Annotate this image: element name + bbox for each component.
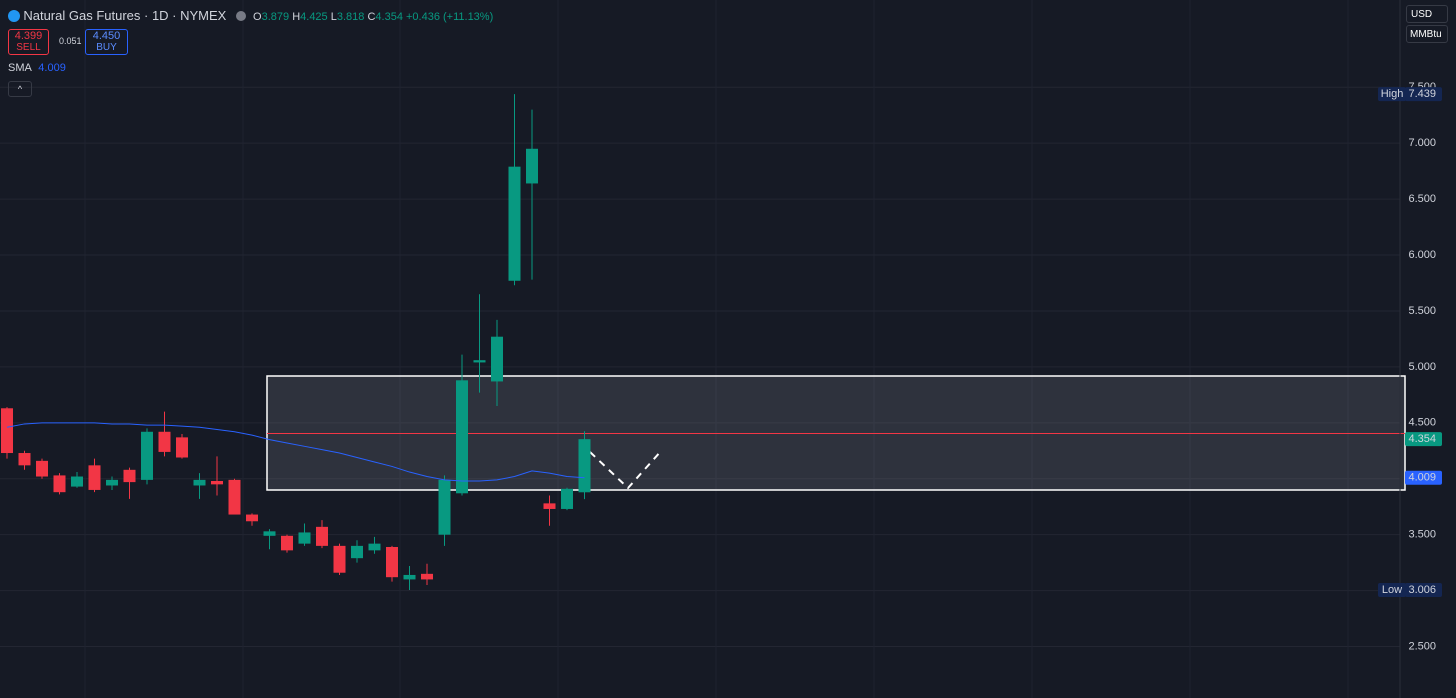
status-icon xyxy=(235,11,246,21)
candle-body xyxy=(421,573,433,580)
l-value: 3.818 xyxy=(336,11,365,23)
unit: MMBtu xyxy=(1410,29,1442,40)
y-tick-label: 7.000 xyxy=(1408,137,1436,149)
collapse-button[interactable]: ^ xyxy=(8,81,32,97)
sma-value: 4.009 xyxy=(1408,472,1436,484)
candle-body xyxy=(158,431,171,452)
candle-body xyxy=(263,531,276,536)
sell-button[interactable]: 4.399 SELL xyxy=(8,29,49,55)
candle-body xyxy=(71,476,83,487)
c-label: C xyxy=(367,11,376,23)
y-tick-label: 2.500 xyxy=(1408,640,1436,652)
h-value: 4.425 xyxy=(300,11,328,23)
candle-body xyxy=(403,574,416,580)
projection xyxy=(589,449,663,490)
candle-body xyxy=(53,475,66,493)
candle-body xyxy=(193,479,206,486)
candle-body xyxy=(106,479,118,486)
candle-body xyxy=(36,460,48,477)
candle-body xyxy=(88,465,101,490)
candle-body xyxy=(491,336,503,382)
low-value-tag: Low xyxy=(1382,584,1402,596)
vertical-grid xyxy=(84,0,1349,698)
high-value: 7.439 xyxy=(1408,88,1436,100)
spread: 0.051 xyxy=(59,36,82,46)
candle-body xyxy=(298,532,311,544)
y-tick-label: 6.500 xyxy=(1408,193,1436,205)
h-label: H xyxy=(292,11,301,23)
candle-body xyxy=(543,503,556,509)
y-tick-label: 4.500 xyxy=(1408,417,1436,429)
candle-body xyxy=(526,148,538,184)
legend-row: Natural Gas Futures · 1D · NYMEX O3.879 … xyxy=(8,8,493,23)
high-value-tag: High xyxy=(1381,88,1404,100)
sma-line xyxy=(6,422,585,482)
candle-body xyxy=(456,380,468,494)
candle-body xyxy=(368,543,381,551)
high-value-box xyxy=(1405,87,1442,102)
currency-button[interactable]: USD xyxy=(1406,5,1448,23)
candle-body xyxy=(386,546,398,578)
y-tick-label: 3.500 xyxy=(1408,529,1436,541)
symbol-title: Natural Gas Futures · 1D · NYMEX xyxy=(23,8,227,23)
symbol-icon xyxy=(8,10,20,22)
o-label: O xyxy=(253,11,262,23)
y-tick-label: 6.000 xyxy=(1408,249,1436,261)
unit-button[interactable]: MMBtu xyxy=(1406,25,1448,43)
buy-button[interactable]: 4.450 BUY xyxy=(85,29,128,55)
candle-body xyxy=(438,479,451,535)
high-value-tag-box xyxy=(1378,87,1406,102)
candle-body xyxy=(176,437,188,458)
sma-value-box xyxy=(1405,470,1442,485)
candle-body xyxy=(1,408,13,454)
sell-price: 4.399 xyxy=(14,30,43,42)
o-value: 3.879 xyxy=(261,11,290,23)
last-price-box xyxy=(1405,432,1442,447)
y-tick-label: 5.500 xyxy=(1408,305,1436,317)
candle-body xyxy=(228,479,241,515)
candle-body xyxy=(333,545,346,573)
candle-body xyxy=(578,439,591,493)
currency: USD xyxy=(1411,9,1433,20)
ohlc: O3.879 H4.425 L3.818 C4.354 +0.436 (+11.… xyxy=(253,11,493,23)
grid xyxy=(0,86,1400,648)
candle-body xyxy=(123,469,136,483)
change: +0.436 (+11.13%) xyxy=(406,11,494,23)
candle-body xyxy=(316,526,328,546)
l-label: L xyxy=(330,11,337,23)
indicator-name: SMA xyxy=(8,62,32,74)
candles xyxy=(1,94,591,590)
candle-body xyxy=(508,166,521,281)
indicator-value: 4.009 xyxy=(38,62,66,74)
price-axis: 2.5003.0003.5004.0004.5005.0005.5006.000… xyxy=(1378,81,1442,652)
candle-body xyxy=(561,488,573,509)
candle-body xyxy=(246,514,258,522)
candle-body xyxy=(281,535,293,551)
sell-label: SELL xyxy=(16,42,41,53)
candle-body xyxy=(141,431,153,480)
candle-body xyxy=(211,480,223,485)
buy-label: BUY xyxy=(96,42,117,53)
indicator-row: SMA 4.009 xyxy=(8,62,66,74)
y-tick-label: 5.000 xyxy=(1408,361,1436,373)
candle-body xyxy=(18,453,31,466)
low-value-tag-box xyxy=(1378,582,1406,597)
buy-price: 4.450 xyxy=(92,30,121,42)
low-value-box xyxy=(1405,582,1442,597)
last-price: 4.354 xyxy=(1408,433,1436,445)
low-value: 3.006 xyxy=(1408,584,1436,596)
candle-body xyxy=(351,545,363,559)
candle-body xyxy=(473,360,486,363)
c-value: 4.354 xyxy=(375,11,403,23)
